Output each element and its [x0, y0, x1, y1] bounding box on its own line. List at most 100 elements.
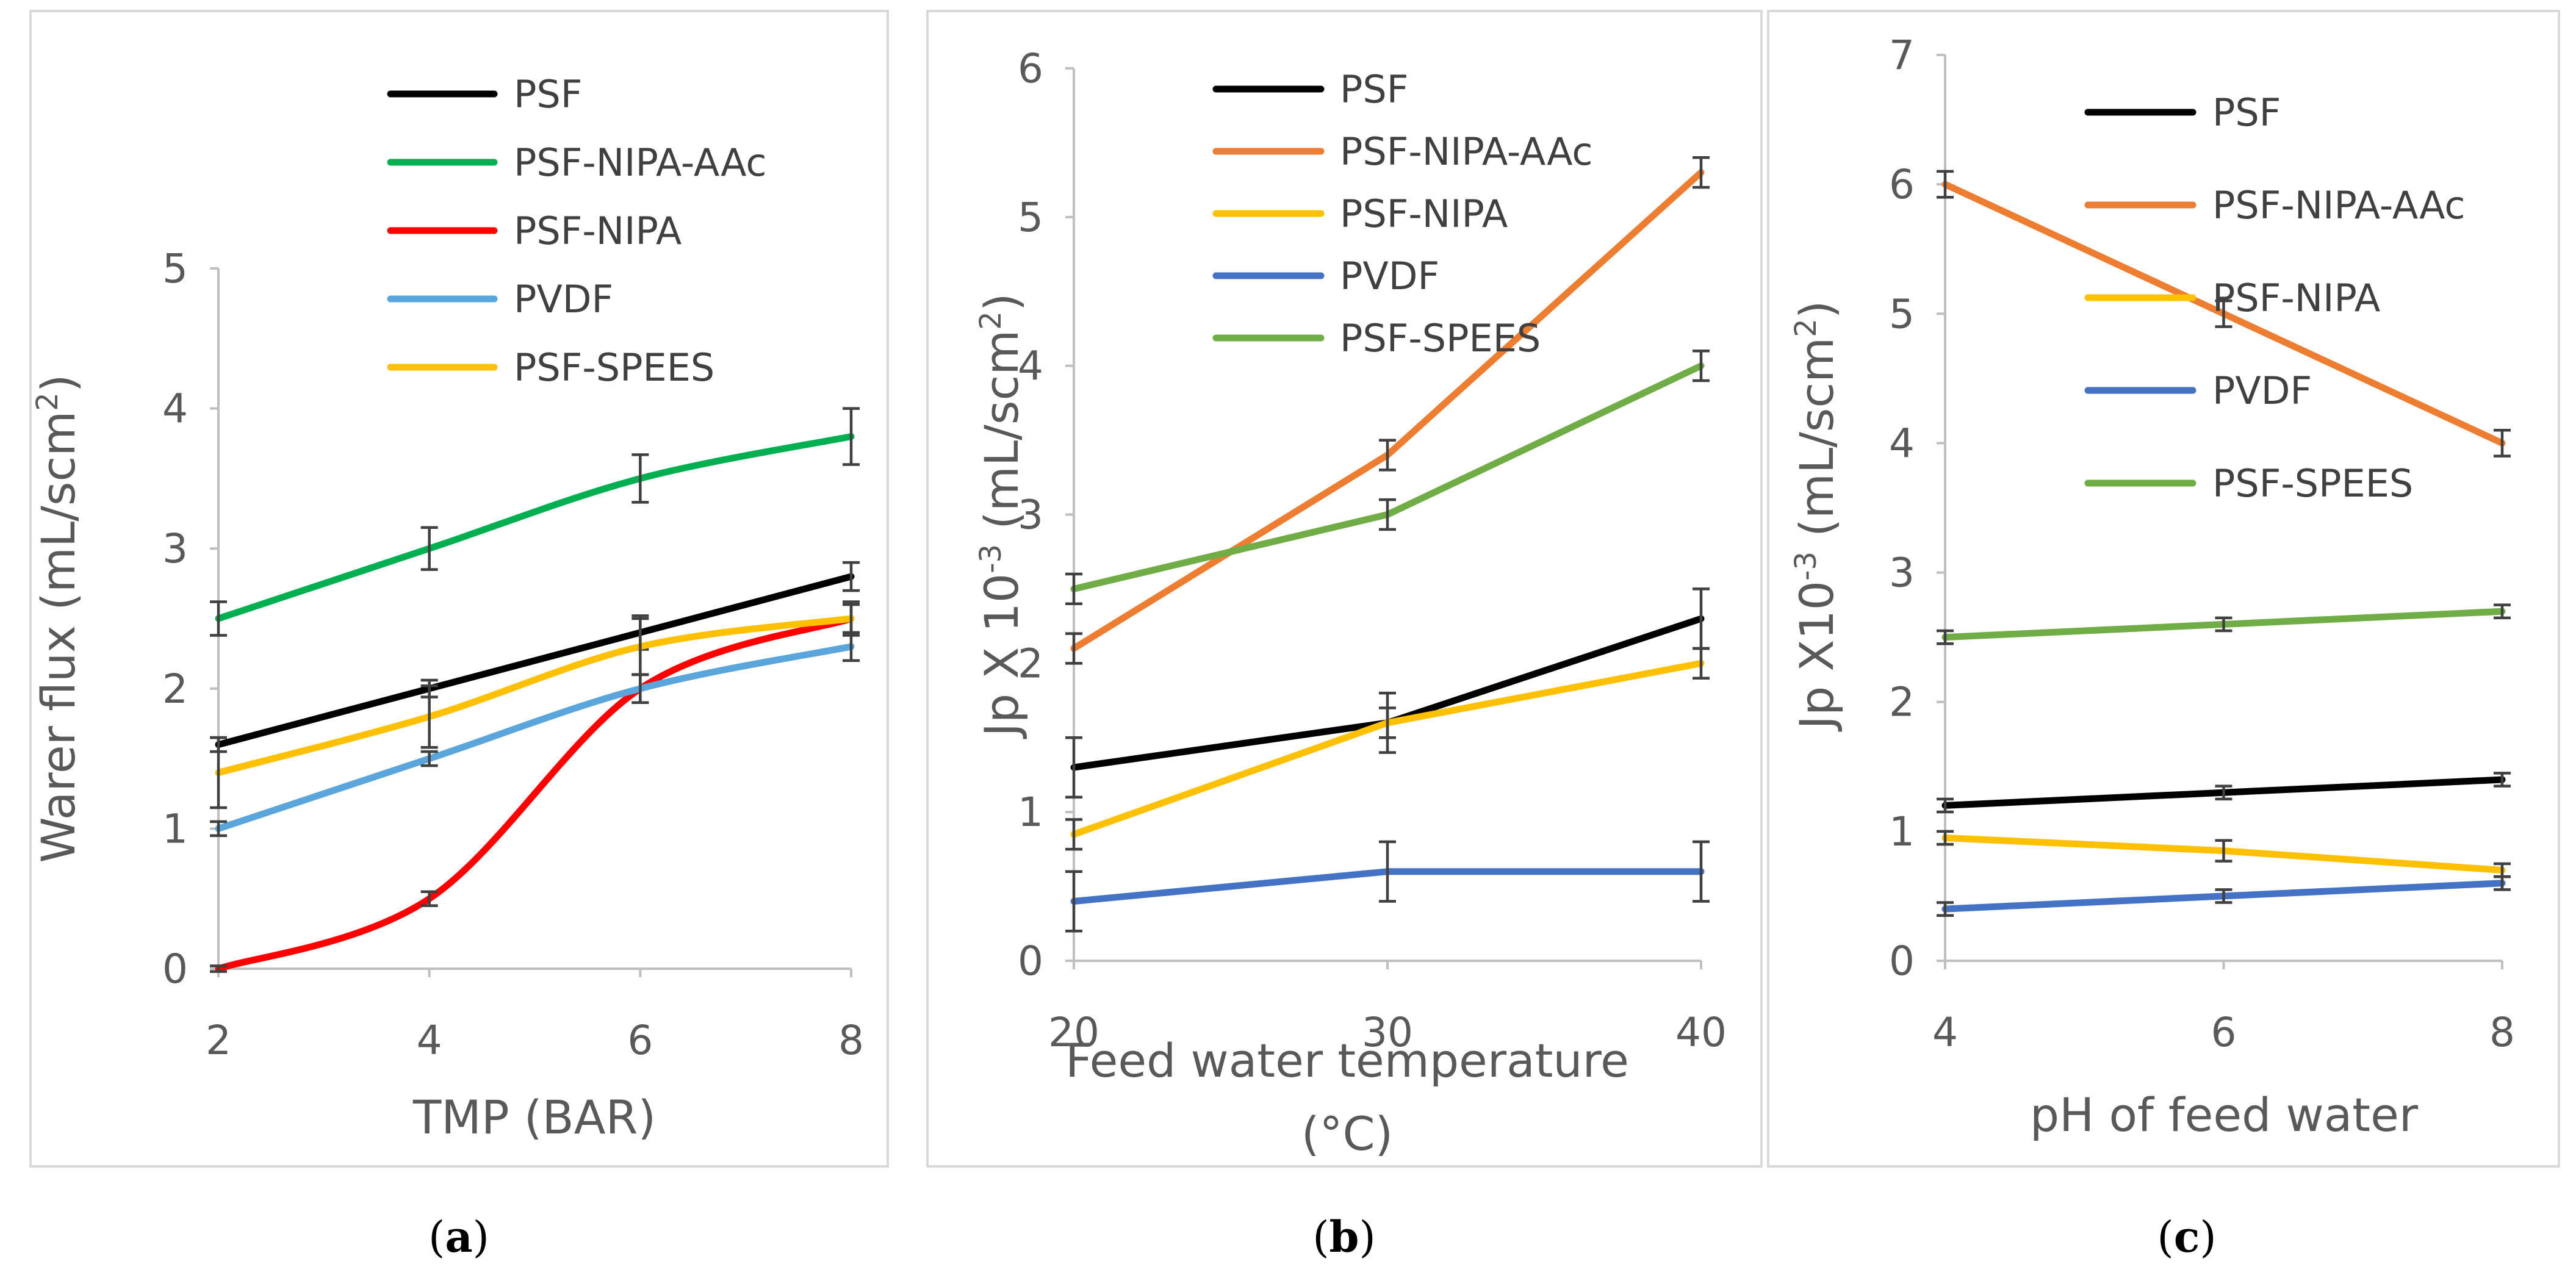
- y-axis-title: Jp X10-3 (mL/scm2): [1789, 301, 1844, 732]
- y-tick-label: 6: [1018, 45, 1043, 92]
- error-bar: [210, 736, 227, 810]
- legend-label: PSF-SPEES: [514, 345, 714, 390]
- error-bar: [843, 600, 860, 637]
- panel-frame: [29, 10, 889, 1168]
- error-bar: [843, 407, 860, 466]
- series-line-psf: [215, 573, 855, 748]
- error-bar: [1937, 901, 1954, 917]
- panel-caption: (b): [1312, 1212, 1376, 1262]
- error-bar: [2215, 888, 2232, 904]
- error-bar: [1693, 350, 1710, 382]
- y-tick-label: 7: [1889, 32, 1915, 79]
- x-tick-label: 6: [2211, 1009, 2237, 1056]
- error-bar: [2215, 839, 2232, 863]
- panel-caption: (c): [2157, 1212, 2216, 1262]
- panel-caption: (a): [428, 1212, 489, 1262]
- legend: PSF PSF-NIPA-AAc PSF-NIPA PVDF PSF-SPEES: [2084, 90, 2465, 506]
- y-tick-label: 3: [162, 525, 188, 572]
- error-bar: [1379, 439, 1396, 472]
- error-bar: [1065, 632, 1082, 665]
- error-bar: [2494, 772, 2511, 788]
- error-bar: [631, 617, 649, 677]
- legend: PSF PSF-NIPA-AAc PSF-NIPA PVDF PSF-SPEES: [1212, 67, 1592, 361]
- error-bar: [210, 964, 227, 973]
- y-tick-label: 6: [1889, 161, 1915, 208]
- x-tick-label: 40: [1675, 1009, 1727, 1056]
- error-bar: [2215, 299, 2232, 328]
- y-tick-label: 1: [1889, 808, 1915, 855]
- legend-label: PVDF: [514, 277, 613, 321]
- y-tick-label: 2: [1889, 679, 1915, 726]
- error-bar: [843, 561, 860, 592]
- error-bar: [1065, 818, 1082, 851]
- series-line-psf-spees: [215, 615, 855, 777]
- y-tick-label: 3: [1018, 492, 1043, 539]
- error-bar: [420, 684, 438, 749]
- series-line-psf-nipa-aac: [215, 433, 855, 622]
- y-tick-label: 4: [1889, 420, 1915, 467]
- error-bar: [1693, 156, 1710, 189]
- legend-label: PSF-NIPA-AAc: [2212, 183, 2465, 228]
- error-bar: [1937, 170, 1954, 199]
- legend-label: PSF-NIPA: [514, 209, 682, 253]
- y-tick-label: 0: [1889, 938, 1915, 985]
- x-tick-label: 8: [2489, 1009, 2515, 1056]
- series-line-psf-nipa: [215, 615, 855, 972]
- legend-label: PSF-NIPA-AAc: [514, 140, 766, 185]
- legend-label: PSF-SPEES: [2212, 461, 2413, 506]
- legend-label: PSF-NIPA-AAc: [1340, 129, 1592, 174]
- legend-label: PVDF: [2212, 368, 2312, 413]
- error-bar: [631, 453, 649, 504]
- x-tick-label: 4: [417, 1017, 442, 1064]
- y-tick-label: 5: [1018, 194, 1043, 241]
- error-bar: [1379, 840, 1396, 903]
- legend: PSF PSF-NIPA-AAc PSF-NIPA PVDF PSF-SPEES: [387, 72, 766, 390]
- error-bar: [2494, 875, 2511, 891]
- y-tick-label: 4: [1018, 343, 1043, 390]
- error-bar: [1065, 736, 1082, 799]
- x-tick-label: 20: [1048, 1009, 1099, 1056]
- error-bar: [2494, 428, 2511, 458]
- y-tick-label: 5: [162, 245, 188, 292]
- x-axis-title: Feed water temperature: [1065, 1033, 1629, 1088]
- error-bar: [1693, 840, 1710, 903]
- x-axis-title: pH of feed water: [2030, 1088, 2419, 1142]
- y-tick-label: 2: [1018, 640, 1043, 687]
- y-tick-label: 4: [162, 386, 188, 433]
- x-tick-label: 30: [1362, 1009, 1413, 1056]
- legend-label: PSF-NIPA: [2212, 276, 2380, 320]
- legend-label: PVDF: [1340, 254, 1439, 298]
- error-bar: [210, 600, 227, 637]
- y-tick-label: 1: [1018, 789, 1043, 836]
- error-bar: [1379, 498, 1396, 531]
- legend-label: PSF-SPEES: [1340, 316, 1541, 361]
- x-axis-title: TMP (BAR): [412, 1090, 656, 1144]
- y-tick-label: 1: [162, 805, 188, 852]
- error-bar: [1379, 706, 1396, 739]
- legend-label: PSF: [514, 72, 582, 117]
- error-bar: [2215, 616, 2232, 633]
- x-tick-label: 8: [838, 1017, 864, 1064]
- error-bar: [1065, 870, 1082, 933]
- error-bar: [1693, 647, 1710, 680]
- y-axis-title: Warer flux (mL/scm2): [31, 374, 85, 863]
- y-tick-label: 0: [162, 946, 188, 993]
- legend-label: PSF: [2212, 90, 2281, 135]
- x-tick-label: 2: [206, 1017, 231, 1064]
- error-bar: [2215, 784, 2232, 801]
- y-tick-label: 3: [1889, 550, 1915, 597]
- error-bar: [420, 890, 438, 907]
- legend-label: PSF-NIPA: [1340, 192, 1508, 236]
- error-bar: [420, 750, 438, 767]
- y-tick-label: 0: [1018, 938, 1043, 985]
- y-tick-label: 2: [162, 666, 188, 713]
- series-line-pvdf: [215, 643, 855, 832]
- x-tick-label: 4: [1932, 1009, 1958, 1056]
- x-tick-label: 6: [627, 1017, 653, 1064]
- error-bar: [1937, 830, 1954, 846]
- error-bar: [1065, 572, 1082, 606]
- panel-frame: [926, 10, 1763, 1168]
